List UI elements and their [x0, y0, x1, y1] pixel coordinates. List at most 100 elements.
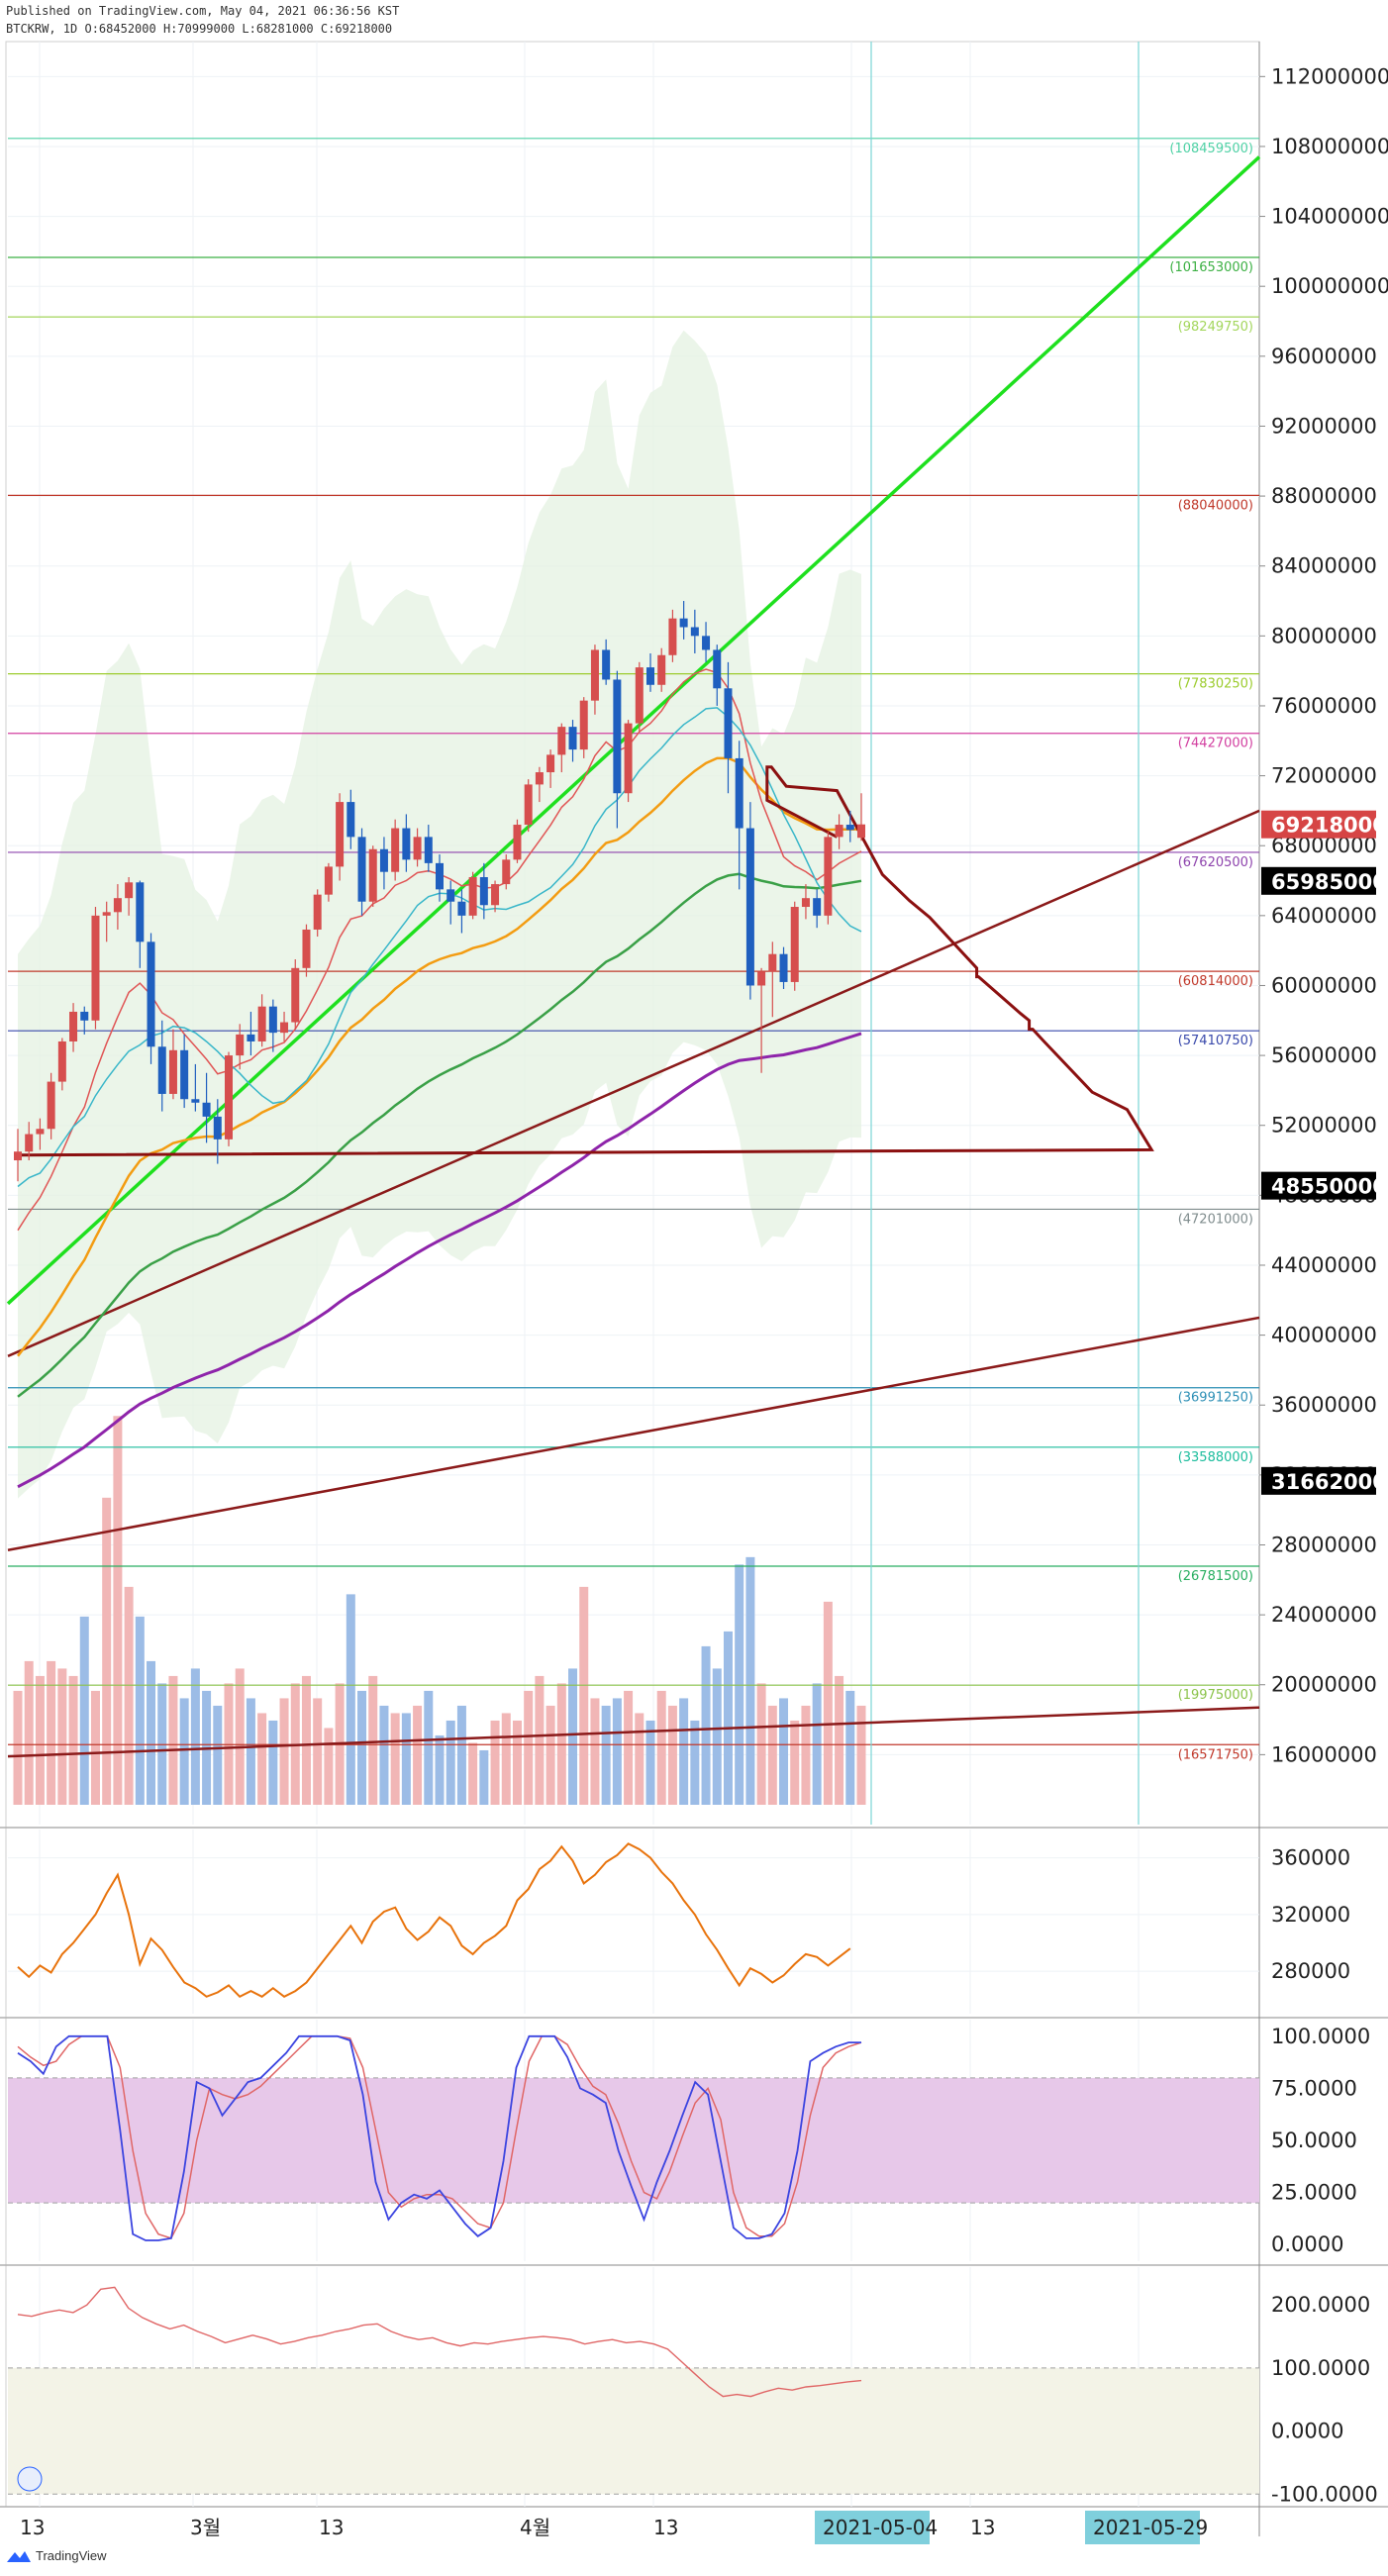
candle — [535, 766, 544, 803]
price-tick-label: 52000000 — [1271, 1114, 1377, 1138]
candle — [824, 832, 833, 925]
volume-bar — [701, 1645, 711, 1805]
candle — [657, 647, 666, 692]
candle-body — [357, 837, 366, 902]
trendline-red-2 — [7, 1316, 1260, 1552]
price-badge-label: 31662000 — [1271, 1470, 1387, 1494]
candle — [790, 901, 799, 991]
candle — [702, 622, 711, 662]
level-label: (47201000) — [1178, 1212, 1253, 1227]
volume-bar — [102, 1497, 112, 1805]
volume-bar — [601, 1705, 611, 1805]
volume-bar — [124, 1586, 134, 1805]
candle-body — [302, 929, 311, 968]
ma-orange — [17, 756, 862, 1357]
price-tick-label: 28000000 — [1271, 1533, 1377, 1556]
candle — [668, 609, 677, 662]
candle — [268, 999, 277, 1052]
volume-bar — [579, 1586, 589, 1805]
cci-tick-label: 200.0000 — [1271, 2293, 1370, 2317]
volume-bar — [413, 1705, 423, 1805]
candle-body — [147, 941, 155, 1047]
candle — [225, 1051, 233, 1146]
volume-bar — [645, 1720, 655, 1805]
candle-body — [291, 967, 300, 1023]
candle-body — [690, 627, 699, 637]
candle-body — [136, 882, 145, 942]
candle — [202, 1072, 211, 1143]
volume-bar — [13, 1690, 23, 1805]
volume-bar — [823, 1601, 833, 1805]
price-badge-label: 65985000 — [1271, 870, 1387, 894]
volume-bar — [246, 1698, 255, 1805]
volume-bar — [113, 1416, 123, 1805]
candle — [213, 1099, 222, 1164]
tradingview-icon — [7, 2550, 31, 2562]
candle-body — [457, 901, 466, 916]
candle-body — [413, 837, 422, 860]
candle — [147, 933, 155, 1064]
cci-tick-label: 0.0000 — [1271, 2420, 1343, 2443]
candle — [113, 884, 122, 930]
volume-bar — [390, 1713, 400, 1805]
x-axis-label: 3월 — [190, 2516, 221, 2539]
ma-purple — [17, 1032, 862, 1489]
volume-bar — [679, 1698, 689, 1805]
candle-body — [801, 898, 810, 908]
tradingview-logo[interactable]: TradingView — [6, 2548, 107, 2563]
volume-bar — [268, 1720, 278, 1805]
level-label: (108459500) — [1169, 142, 1253, 156]
candle — [845, 810, 854, 842]
candle-body — [80, 1011, 89, 1021]
candle-body — [745, 828, 754, 986]
price-tick-label: 84000000 — [1271, 554, 1377, 578]
volume-bar — [612, 1698, 622, 1805]
candle — [557, 723, 566, 773]
volume-bar — [301, 1675, 311, 1805]
x-axis-label: 2021-05-04 — [823, 2516, 938, 2539]
candle — [247, 1011, 255, 1056]
volume-bar — [57, 1668, 67, 1805]
price-tick-label: 64000000 — [1271, 904, 1377, 928]
candle — [302, 924, 311, 977]
snapshot-icon — [17, 2466, 43, 2492]
candle-body — [857, 824, 865, 839]
stoch-tick-label: 75.0000 — [1271, 2076, 1357, 2100]
candle — [168, 1029, 177, 1100]
candle-body — [679, 618, 688, 628]
level-label: (67620500) — [1178, 855, 1253, 870]
volume-bar — [379, 1705, 389, 1805]
volume-bar — [446, 1720, 455, 1805]
candle — [801, 884, 810, 920]
price-badge — [1261, 1466, 1376, 1495]
candle-body — [813, 898, 822, 916]
level-label: (36991250) — [1178, 1391, 1253, 1406]
candle-body — [236, 1034, 245, 1056]
candle-body — [202, 1102, 211, 1117]
candle — [724, 661, 733, 794]
candle-body — [668, 618, 677, 655]
volume-bar — [790, 1720, 800, 1805]
volume-bar — [767, 1705, 777, 1805]
volume-bar — [357, 1690, 367, 1805]
level-label: (77830250) — [1178, 677, 1253, 692]
x-axis-date-badge — [1085, 2511, 1200, 2544]
candle-body — [324, 866, 333, 895]
candle — [80, 1006, 89, 1035]
level-label: (88040000) — [1178, 498, 1253, 513]
candle — [635, 661, 644, 733]
level-label: (16571750) — [1178, 1747, 1253, 1762]
volume-bar — [490, 1720, 500, 1805]
price-tick-label: 104000000 — [1271, 205, 1388, 229]
candle — [613, 670, 622, 829]
candle — [136, 880, 145, 968]
volume-bar — [856, 1705, 866, 1805]
candle — [357, 828, 366, 916]
price-tick-label: 96000000 — [1271, 345, 1377, 368]
price-badge — [1261, 866, 1376, 895]
volume-bar — [712, 1668, 722, 1805]
candle — [347, 789, 355, 849]
volume-bar — [79, 1616, 89, 1805]
price-tick-label: 112000000 — [1271, 64, 1388, 88]
